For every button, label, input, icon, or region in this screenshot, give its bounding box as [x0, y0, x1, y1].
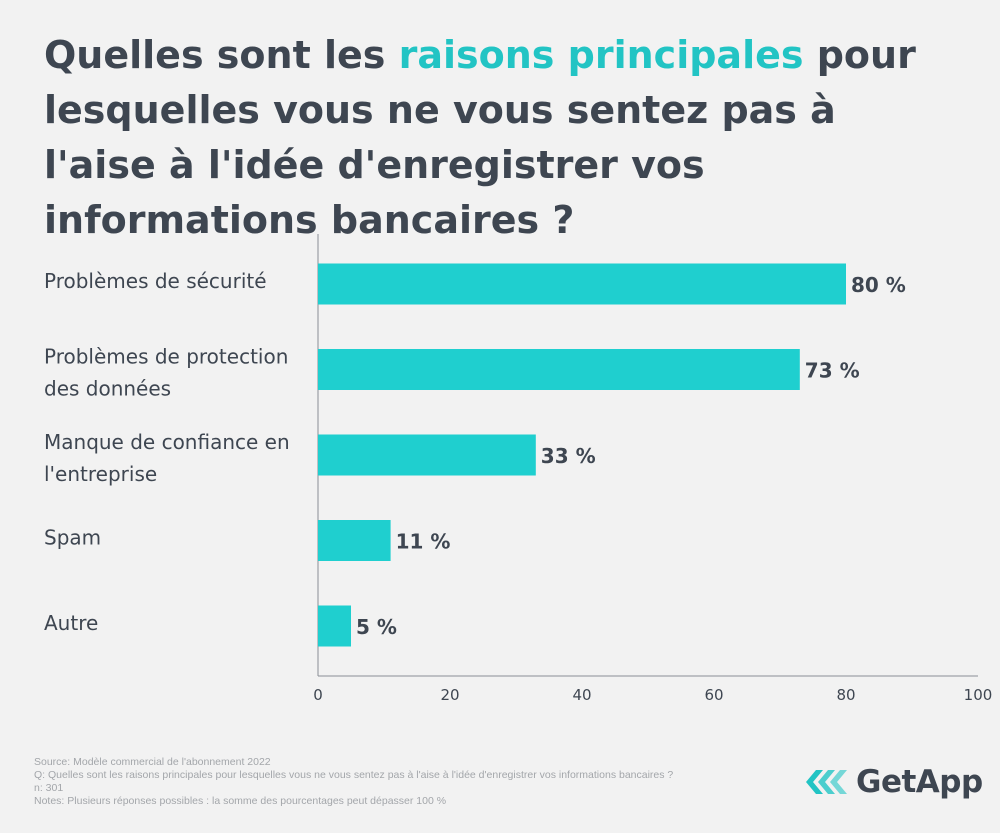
bar: [318, 434, 536, 476]
question-note: Q: Quelles sont les raisons principales …: [34, 769, 674, 781]
x-tick-label: 60: [704, 686, 723, 704]
category-label: des données: [44, 377, 171, 401]
category-label: Autre: [44, 611, 98, 635]
data-label: 5 %: [356, 615, 397, 639]
title-suffix: pour lesquelles vous ne vous sentez pas …: [44, 33, 916, 242]
category-label: Problèmes de protection: [44, 345, 288, 369]
title-highlight: raisons principales: [398, 33, 804, 77]
getapp-logo: GetApp: [804, 764, 983, 800]
getapp-logo-text: GetApp: [856, 764, 983, 800]
sample-size-note: n: 301: [34, 782, 64, 794]
title-prefix: Quelles sont les: [44, 33, 399, 77]
multiple-answers-note: Notes: Plusieurs réponses possibles : la…: [34, 795, 447, 807]
bar: [318, 520, 391, 561]
category-label: Problèmes de sécurité: [44, 269, 267, 293]
x-tick-label: 40: [572, 686, 591, 704]
data-label: 73 %: [805, 359, 860, 383]
x-tick-label: 0: [313, 686, 323, 704]
x-tick-label: 20: [440, 686, 459, 704]
chart-title: Quelles sont les raisons principales pou…: [44, 28, 954, 248]
category-label: Manque de confiance en: [44, 430, 290, 454]
category-label: Spam: [44, 526, 101, 550]
bar: [318, 605, 351, 647]
data-label: 33 %: [541, 444, 596, 468]
footnotes: Source: Modèle commercial de l'abonnemen…: [34, 756, 724, 808]
data-label: 80 %: [851, 273, 906, 297]
data-label: 11 %: [396, 530, 451, 554]
getapp-chevrons-icon: [806, 770, 847, 794]
category-label: l'entreprise: [44, 462, 157, 486]
x-tick-label: 100: [964, 686, 993, 704]
bar: [318, 263, 846, 305]
x-tick-label: 80: [836, 686, 855, 704]
source-note: Source: Modèle commercial de l'abonnemen…: [34, 756, 271, 768]
bar: [318, 349, 800, 390]
